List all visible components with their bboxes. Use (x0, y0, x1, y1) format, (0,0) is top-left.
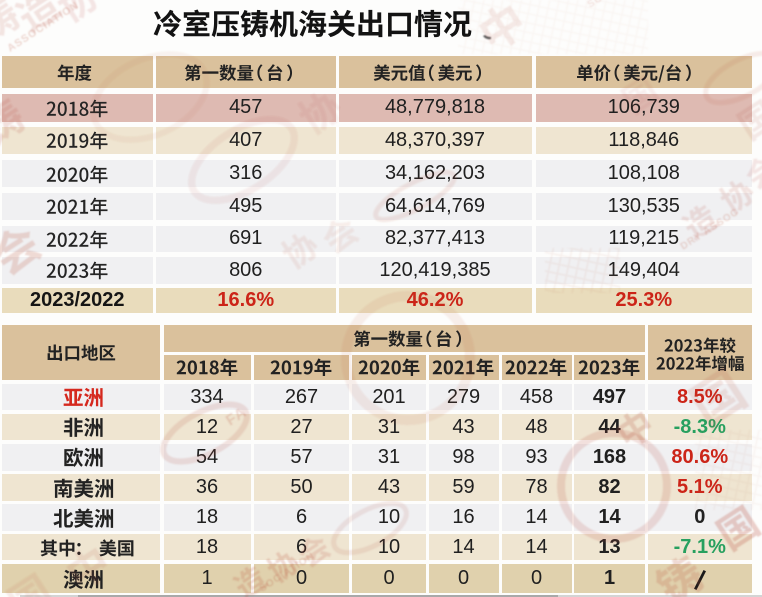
svg-text:ASSOCIATION: ASSOCIATION (5, 0, 81, 55)
svg-text:SOCIA: SOCIA (586, 0, 623, 11)
